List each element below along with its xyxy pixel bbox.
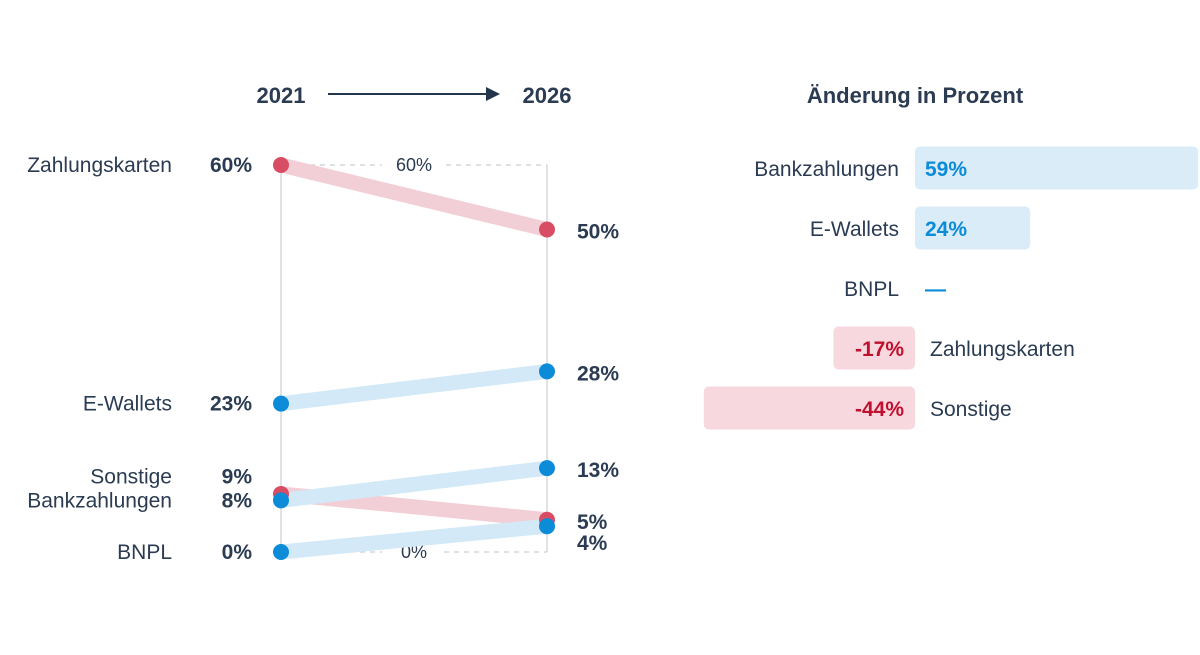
start-value-sonstige: 9% <box>222 465 253 488</box>
start-value-bnpl: 0% <box>222 541 253 564</box>
change-value-sonstige: -44% <box>855 398 904 421</box>
slope-chart: 2021 2026 60% 0% Zahlungskarten 60% 50% E-W… <box>27 83 619 564</box>
start-value-bankzahlungen: 8% <box>222 489 253 512</box>
dot-end-bnpl <box>539 518 555 535</box>
slope-line-bnpl <box>280 518 548 560</box>
end-value-zahlungskarten: 50% <box>577 221 619 244</box>
change-chart: Änderung in Prozent 59% Bankzahlungen 24% E… <box>703 83 1199 430</box>
change-name-sonstige: Sonstige <box>930 398 1012 421</box>
dot-start-e-wallets <box>273 395 289 412</box>
dot-start-zahlungskarten <box>273 157 289 173</box>
dot-end-bankzahlungen <box>539 460 555 477</box>
year-start-label: 2021 <box>257 83 306 108</box>
slope-dots <box>273 157 555 560</box>
year-end-label: 2026 <box>523 83 572 108</box>
series-name-sonstige: Sonstige <box>90 465 172 488</box>
start-value-zahlungskarten: 60% <box>210 154 252 177</box>
end-value-e-wallets: 28% <box>577 362 619 385</box>
series-name-e-wallets: E-Wallets <box>83 393 172 416</box>
dot-end-e-wallets <box>539 363 555 380</box>
end-value-bankzahlungen: 13% <box>577 459 619 482</box>
change-value-bnpl: — <box>925 278 946 301</box>
series-name-bnpl: BNPL <box>117 541 172 564</box>
slope-texts: Zahlungskarten 60% 50% E-Wallets 23% 28% Sonst… <box>27 154 619 564</box>
change-name-zahlungskarten: Zahlungskarten <box>930 338 1075 361</box>
slope-line-bankzahlungen <box>280 460 548 508</box>
dot-end-zahlungskarten <box>539 221 555 238</box>
end-value-sonstige: 5% <box>577 511 608 534</box>
slope-line-e-wallets <box>280 363 548 412</box>
change-bar-sonstige <box>703 386 915 430</box>
end-value-bnpl: 4% <box>577 532 608 555</box>
change-bar-zahlungskarten <box>833 326 915 370</box>
series-name-zahlungskarten: Zahlungskarten <box>27 154 172 177</box>
change-chart-title: Änderung in Prozent <box>807 83 1024 108</box>
change-bar-bankzahlungen <box>915 146 1199 190</box>
start-value-e-wallets: 23% <box>210 393 252 416</box>
slope-line-zahlungskarten <box>279 157 549 237</box>
axis-max-label: 60% <box>396 155 432 175</box>
change-value-zahlungskarten: -17% <box>855 338 904 361</box>
dot-start-bankzahlungen <box>273 492 289 509</box>
change-value-e-wallets: 24% <box>925 218 967 241</box>
change-bar-e-wallets <box>915 206 1031 250</box>
change-bars: 59% Bankzahlungen 24% E-Wallets BNPL — -17% Zah… <box>703 146 1199 430</box>
time-arrow-head <box>486 87 500 101</box>
change-name-bnpl: BNPL <box>844 278 899 301</box>
series-name-bankzahlungen: Bankzahlungen <box>27 489 172 512</box>
change-name-bankzahlungen: Bankzahlungen <box>754 158 899 181</box>
dot-start-bnpl <box>273 544 289 560</box>
change-value-bankzahlungen: 59% <box>925 158 967 181</box>
slope-lines <box>279 157 549 560</box>
change-name-e-wallets: E-Wallets <box>810 218 899 241</box>
